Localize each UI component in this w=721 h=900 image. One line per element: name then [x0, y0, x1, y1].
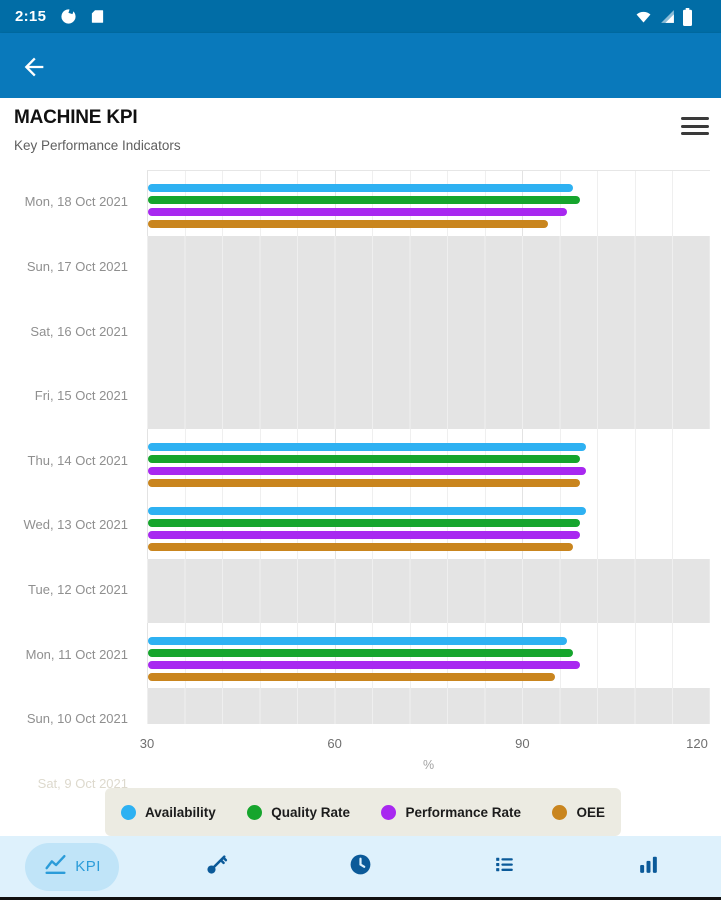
legend-color-dot [121, 804, 136, 820]
kpi-line-chart-icon [43, 852, 68, 882]
no-data-band [147, 558, 710, 624]
nav-item-clock[interactable] [288, 852, 432, 882]
bar-availability [148, 636, 568, 645]
clock-icon [348, 852, 373, 882]
y-axis-date-label: Sun, 10 Oct 2021 [26, 711, 128, 727]
bottom-navigation: KPI [0, 836, 721, 897]
nav-kpi-selected-pill: KPI [25, 842, 119, 891]
bar-performance-rate [148, 660, 580, 669]
bar-quality-rate [148, 196, 580, 205]
legend-item: Availability [121, 804, 216, 820]
bar-quality-rate [148, 519, 580, 528]
bar-quality-rate [148, 454, 580, 463]
no-data-band [147, 235, 710, 301]
chart-legend: Availability Quality Rate Performance Rate… [105, 788, 621, 836]
x-axis-tick-label: 60 [327, 736, 342, 751]
nav-item-list[interactable] [433, 852, 577, 882]
bar-chart-icon [636, 852, 661, 882]
gridline [184, 171, 186, 724]
key-icon [204, 852, 229, 882]
legend-label: Quality Rate [271, 804, 351, 820]
x-axis-tick-label: 120 [686, 736, 708, 751]
bar-quality-rate [148, 648, 574, 657]
legend-label: Performance Rate [405, 804, 522, 820]
bar-performance-rate [148, 466, 586, 475]
hamburger-menu-icon[interactable] [681, 115, 709, 137]
gridline [559, 171, 561, 724]
y-axis-date-label: Mon, 18 Oct 2021 [24, 194, 128, 210]
legend-item: Performance Rate [381, 804, 522, 820]
legend-item: OEE [552, 804, 605, 820]
page-header: MACHINE KPI Key Performance Indicators [0, 98, 721, 170]
cellular-signal-icon [659, 8, 676, 25]
battery-icon [682, 7, 693, 26]
bar-oee [148, 220, 549, 229]
gridline [597, 171, 599, 724]
no-data-band [147, 687, 710, 724]
legend-label: OEE [576, 804, 605, 820]
bar-performance-rate [148, 531, 580, 540]
y-axis-date-label: Sun, 17 Oct 2021 [26, 258, 128, 274]
status-time: 2:15 [15, 8, 47, 25]
gridline [297, 171, 299, 724]
bar-performance-rate [148, 208, 568, 217]
gridline [634, 171, 636, 724]
screen-bottom-edge [0, 897, 721, 900]
gridline [672, 171, 674, 724]
y-axis-date-label: Tue, 12 Oct 2021 [28, 581, 128, 597]
gridline [409, 171, 411, 724]
wifi-icon [634, 8, 653, 25]
data-saver-icon [60, 8, 77, 25]
y-axis-date-label: Fri, 15 Oct 2021 [34, 388, 128, 404]
back-arrow-icon[interactable] [20, 53, 48, 81]
nav-item-key[interactable] [144, 852, 288, 882]
gridline [484, 171, 486, 724]
legend-color-dot [381, 804, 397, 820]
list-icon [492, 852, 517, 882]
legend-color-dot [552, 804, 568, 820]
nav-item-kpi[interactable]: KPI [0, 842, 144, 891]
gridline [522, 171, 524, 724]
x-axis-unit-label: % [422, 758, 435, 772]
gridline [222, 171, 224, 724]
gridline [447, 171, 449, 724]
sd-card-icon [90, 8, 105, 25]
legend-label: Availability [145, 804, 216, 820]
nav-kpi-label: KPI [75, 858, 101, 875]
bar-availability [148, 507, 586, 516]
y-axis-date-label: Wed, 13 Oct 2021 [23, 517, 128, 533]
x-axis-tick-label: 90 [515, 736, 530, 751]
x-axis-tick-label: 30 [139, 736, 155, 751]
legend-item: Quality Rate [247, 804, 351, 820]
page-subtitle: Key Performance Indicators [14, 138, 181, 153]
app-bar [0, 33, 721, 98]
bar-oee [148, 672, 555, 681]
no-data-band [147, 364, 710, 430]
y-axis-date-label: Thu, 14 Oct 2021 [27, 452, 128, 468]
nav-item-bar-chart[interactable] [577, 852, 721, 882]
bar-oee [148, 543, 574, 552]
no-data-band [147, 300, 710, 365]
gridline [259, 171, 261, 724]
bar-oee [148, 478, 580, 487]
bar-availability [148, 184, 574, 193]
gridline [147, 171, 148, 724]
gridline [334, 171, 336, 724]
bar-availability [148, 442, 586, 451]
page-title: MACHINE KPI [14, 107, 138, 128]
y-axis-date-label: Sat, 16 Oct 2021 [30, 323, 128, 339]
legend-color-dot [247, 804, 263, 820]
y-axis-date-label: Mon, 11 Oct 2021 [25, 646, 128, 662]
gridline [372, 171, 374, 724]
status-bar: 2:15 [0, 0, 721, 33]
chart-plot-area [147, 170, 710, 724]
